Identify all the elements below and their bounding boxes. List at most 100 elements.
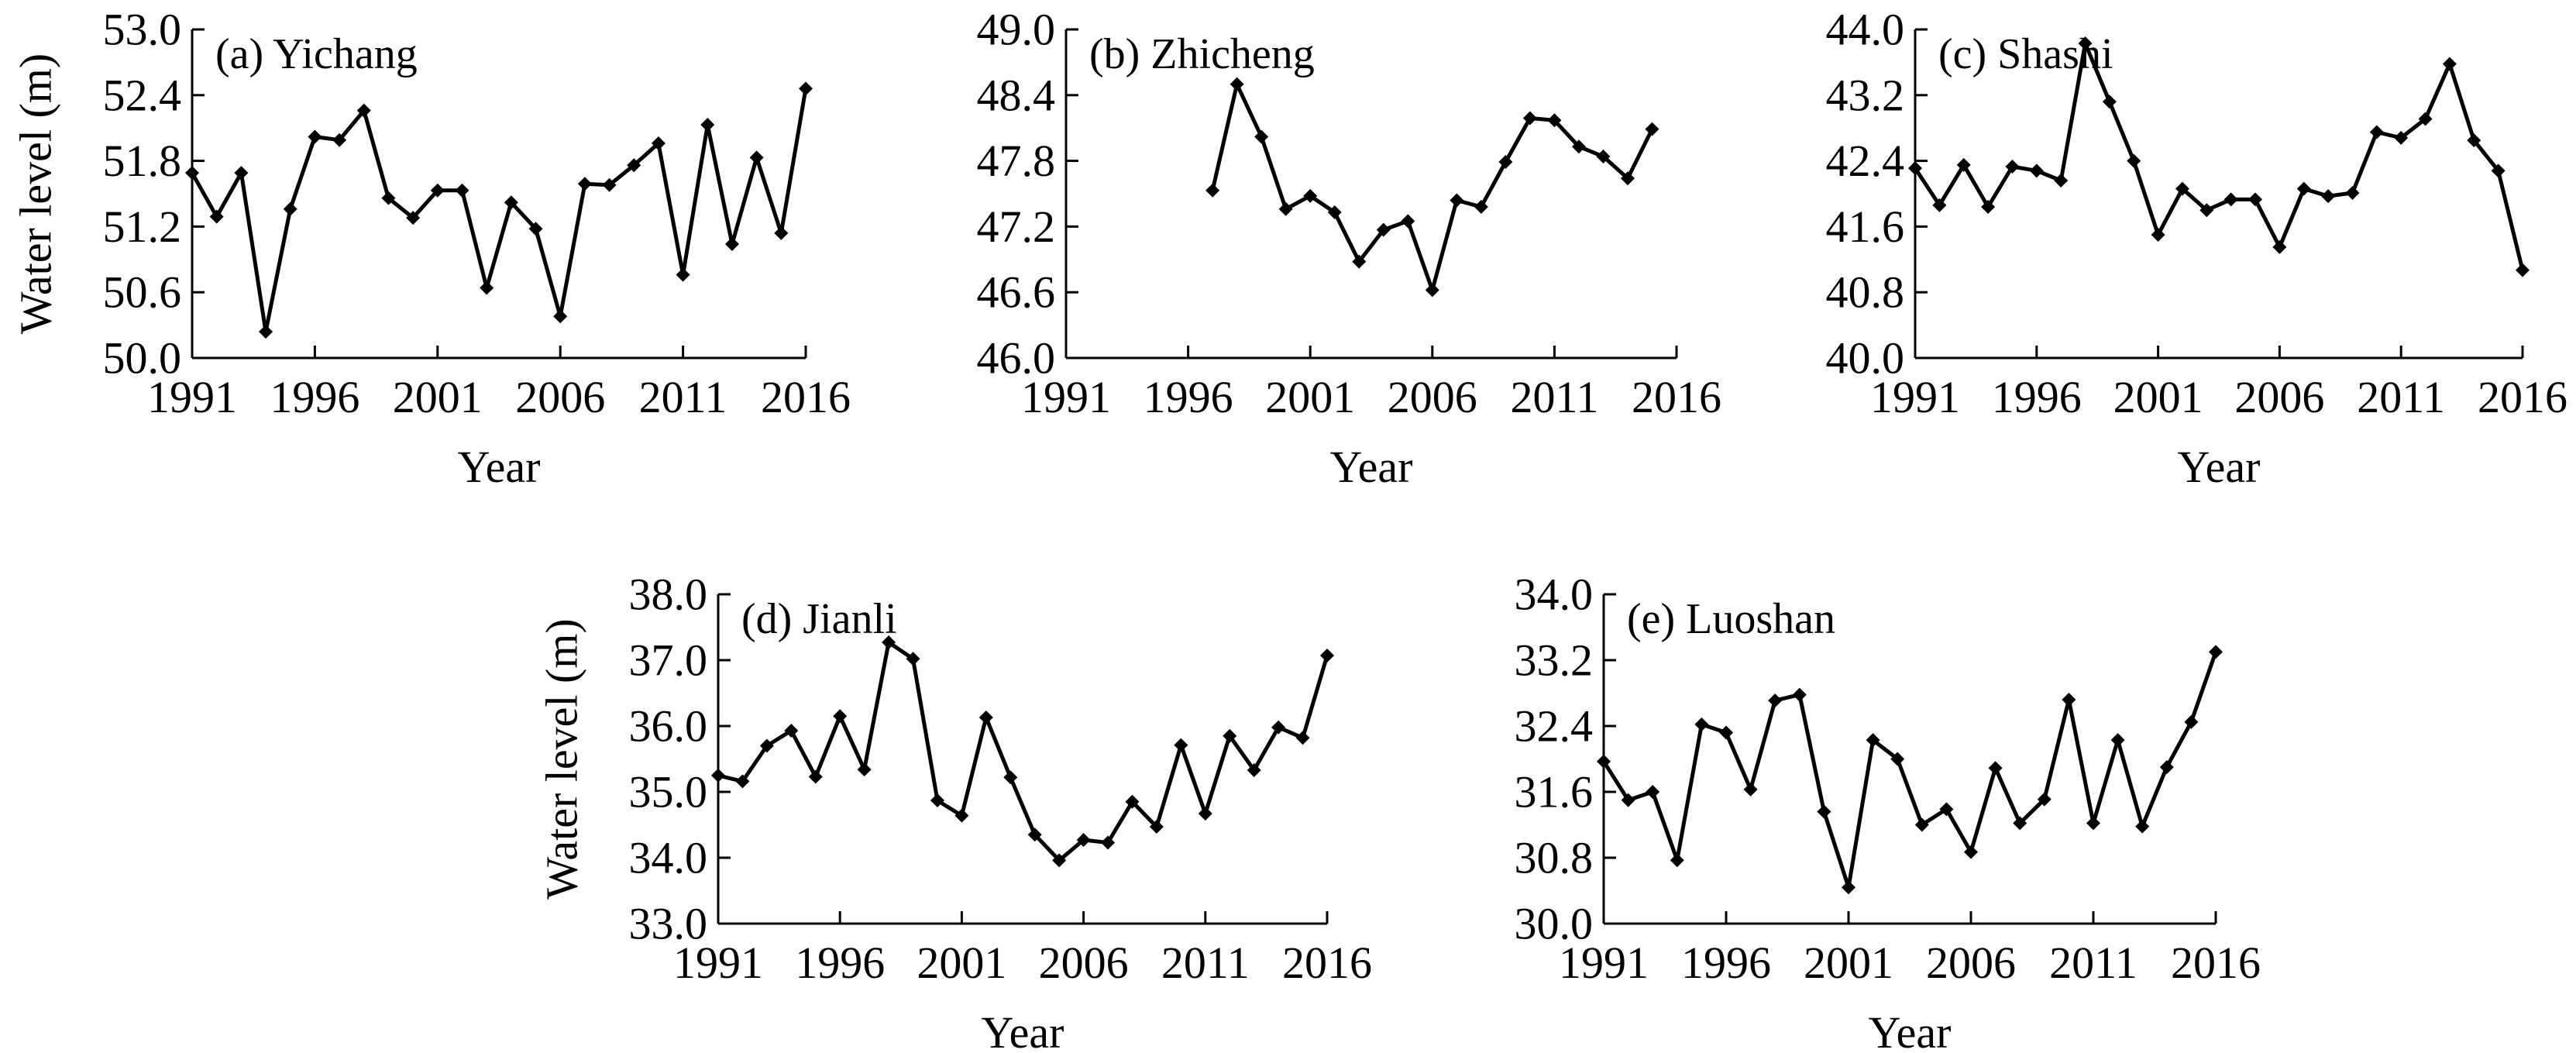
chart-0-panel-title: (a) Yichang (215, 30, 418, 78)
chart-2-x-tick-label: 2016 (2478, 372, 2567, 422)
chart-3-data-point (1101, 835, 1116, 850)
chart-0-y-tick-label: 51.2 (103, 201, 182, 252)
chart-2-data-point (1908, 161, 1922, 176)
chart-0-data-point (480, 280, 494, 295)
chart-3-series-line (717, 640, 1329, 862)
chart-0-data-point (259, 325, 273, 339)
chart-2-data-point (2248, 192, 2263, 207)
chart-0-y-tick-label: 50.0 (103, 333, 182, 384)
chart-2-x-tick-label: 1996 (1992, 372, 2082, 422)
chart-4-data-point (2184, 714, 2199, 729)
chart-1-y-tick-label: 47.2 (977, 201, 1056, 252)
chart-0-data-point (528, 222, 543, 236)
chart-4-data-point (1694, 717, 1709, 731)
chart-2-data-point (2321, 189, 2336, 204)
chart-2-data-point (2054, 174, 2069, 188)
chart-2-x-tick-label: 2006 (2234, 372, 2324, 422)
chart-1-data-point (1498, 155, 1513, 170)
chart-2-y-tick-label: 41.6 (1826, 201, 1905, 252)
chart-0-x-tick-label: 1996 (270, 372, 359, 422)
chart-1-panel-title: (b) Zhicheng (1089, 30, 1315, 78)
chart-2-data-point (2442, 57, 2457, 71)
chart-3-data-point (759, 738, 774, 753)
chart-2-y-tick-label: 43.2 (1826, 70, 1905, 120)
chart-1-y-tick-label: 46.6 (977, 267, 1056, 318)
chart-3-y-tick-label: 38.0 (629, 570, 708, 620)
chart-4-data-point (1792, 687, 1807, 702)
chart-3-x-tick-label: 2001 (917, 938, 1006, 988)
chart-3-data-point (1003, 770, 1018, 785)
chart-4-x-tick-label: 2016 (2171, 938, 2261, 988)
chart-0-y-tick-label: 51.8 (103, 136, 182, 186)
chart-3-data-point (930, 793, 944, 808)
chart-1-x-tick-label: 1991 (1021, 372, 1111, 422)
chart-4-data-point (1842, 880, 1855, 895)
chart-4-data-point (2037, 792, 2052, 807)
chart-3-data-point (711, 768, 725, 783)
chart-0-x-tick-label: 2011 (639, 372, 727, 422)
chart-0-data-point (430, 183, 445, 198)
chart-3-y-tick-label: 34.0 (629, 833, 708, 883)
chart-3-y-tick-label: 35.0 (629, 767, 708, 817)
chart-1-series-line (1210, 82, 1654, 292)
chart-4-x-tick-label: 2011 (2049, 938, 2137, 988)
chart-4-series-line (1601, 651, 2218, 890)
chart-2-data-point (2175, 181, 2189, 196)
chart-4-data-point (2110, 733, 2125, 748)
chart-4-data-point (2062, 693, 2076, 707)
chart-4-x-tick-label: 2001 (1804, 938, 1893, 988)
chart-0-data-point (553, 309, 568, 324)
chart-2-panel: 40.0 40.8 41.6 42.4 43.2 44.0 1991 1996 2001 2006… (1826, 5, 2568, 493)
chart-4-data-point (1597, 754, 1611, 769)
chart-2-x-tick-label: 2001 (2113, 372, 2203, 422)
chart-0-data-point (356, 103, 371, 118)
chart-2-data-point (1981, 199, 1996, 214)
chart-3-data-point (1247, 762, 1261, 777)
chart-3-data-point (1174, 738, 1188, 752)
chart-4-x-tick-label: 1991 (1559, 938, 1649, 988)
chart-3-data-point (1320, 649, 1334, 663)
chart-3-x-axis-title: Year (982, 1007, 1064, 1053)
chart-3-data-point (1271, 720, 1286, 735)
chart-0-data-point (504, 195, 518, 210)
chart-1-x-axis-title: Year (1330, 442, 1413, 492)
chart-2-data-point (2102, 95, 2117, 109)
chart-0-data-point (332, 132, 347, 147)
chart-3-x-tick-label: 2006 (1039, 938, 1129, 988)
chart-1-data-point (1450, 193, 1464, 208)
chart-2-data-point (2272, 239, 2287, 254)
chart-1-data-point (1571, 139, 1586, 154)
chart-4-x-axis-title: Year (1869, 1007, 1952, 1053)
chart-0-x-tick-label: 2001 (393, 372, 483, 422)
chart-1-data-point (1230, 77, 1244, 91)
chart-4-x-tick-label: 2006 (1926, 938, 2016, 988)
chart-1-data-point (1352, 254, 1367, 269)
chart-4-data-point (2013, 816, 2027, 831)
chart-3-data-point (978, 710, 993, 724)
chart-0-data-point (209, 209, 224, 224)
chart-2-data-point (2516, 263, 2530, 277)
chart-2-x-axis-title: Year (2178, 442, 2261, 492)
chart-3-y-tick-label: 37.0 (629, 635, 708, 686)
chart-1-data-point (1620, 171, 1635, 186)
chart-0-data-point (700, 117, 715, 132)
chart-0-data-point (774, 225, 789, 240)
chart-3-data-point (735, 774, 750, 789)
chart-1-data-point (1522, 111, 1537, 126)
chart-3-x-tick-label: 2011 (1161, 938, 1250, 988)
chart-1-data-point (1645, 122, 1659, 136)
chart-3-data-point (954, 808, 969, 823)
chart-4-panel: 30.0 30.8 31.6 32.4 33.2 34.0 1991 1996 2001 2006… (1515, 570, 2261, 1053)
chart-2-data-point (2467, 133, 2481, 148)
chart-2-y-tick-label: 44.0 (1826, 5, 1905, 55)
chart-4-data-point (1890, 752, 1905, 766)
chart-3-data-point (808, 769, 823, 784)
chart-2-data-point (2491, 163, 2505, 178)
chart-3-data-point (1295, 731, 1310, 745)
chart-3-data-point (784, 723, 799, 738)
chart-4-data-point (1621, 793, 1635, 807)
chart-3-data-point (1125, 794, 1140, 809)
chart-3-x-tick-label: 1991 (673, 938, 763, 988)
chart-4-panel-title: (e) Luoshan (1627, 595, 1835, 643)
